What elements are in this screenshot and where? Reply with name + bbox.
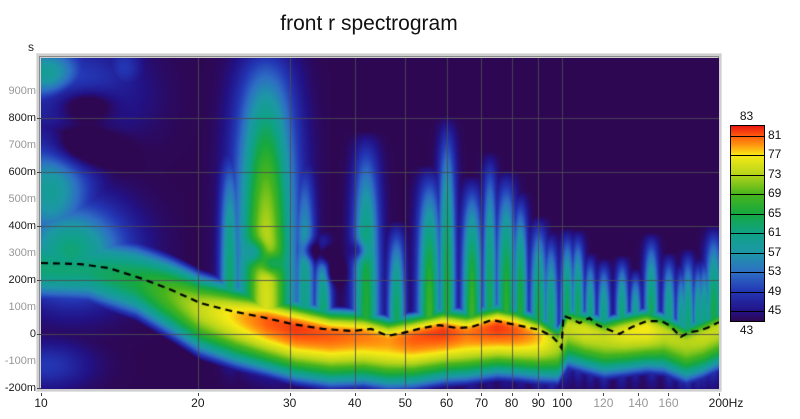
y-tick-label: 300m: [8, 247, 36, 259]
y-tick-label: -200m: [4, 382, 36, 394]
x-tick-mark: [719, 393, 720, 396]
x-tick-label: 10: [34, 396, 48, 410]
legend-divider: [731, 155, 764, 156]
legend-divider: [731, 272, 764, 273]
x-tick-mark: [481, 393, 482, 396]
y-tick-label: 900m: [8, 85, 36, 97]
y-tick-mark: [37, 280, 41, 281]
x-tick-mark: [41, 393, 42, 396]
x-tick-label: 140: [628, 396, 649, 410]
y-tick-mark: [37, 172, 41, 173]
y-tick-label: -100m: [4, 355, 36, 367]
y-tick-mark: [37, 118, 41, 119]
y-tick-label: 100m: [8, 301, 36, 313]
x-tick-mark: [198, 393, 199, 396]
y-tick-mark: [37, 334, 41, 335]
legend-tick-label: 49: [768, 283, 782, 298]
legend-tick-label: 61: [768, 225, 782, 240]
y-tick-mark: [37, 388, 41, 389]
y-axis-unit-label: s: [28, 40, 34, 54]
x-tick-label: 60: [439, 396, 454, 410]
legend-min-label: 43: [739, 323, 754, 337]
x-tick-mark: [538, 393, 539, 396]
x-tick-label: 50: [398, 396, 412, 410]
legend-divider: [731, 136, 764, 137]
legend-divider: [731, 214, 764, 215]
x-tick-mark: [355, 393, 356, 396]
x-tick-mark: [512, 393, 513, 396]
legend-divider: [731, 311, 764, 312]
x-tick-label: 20: [191, 396, 205, 410]
legend-divider: [731, 175, 764, 176]
legend-max-label: 83: [739, 109, 754, 123]
chart-title: front r spectrogram: [280, 12, 458, 35]
x-tick-label: 160: [658, 396, 679, 410]
y-tick-label: 400m: [8, 220, 36, 232]
legend-tick-label: 45: [768, 303, 782, 318]
legend-tick-label: 65: [768, 205, 782, 220]
legend-tick-label: 57: [768, 244, 782, 259]
legend-tick-label: 53: [768, 264, 782, 279]
x-tick-label: 30: [282, 396, 297, 410]
x-tick-label: 100: [552, 396, 573, 410]
x-tick-mark: [638, 393, 639, 396]
x-tick-label: 80: [504, 396, 519, 410]
x-tick-label: 40: [348, 396, 362, 410]
spectrogram-plot-area[interactable]: [41, 58, 719, 389]
color-scale-legend: [730, 125, 765, 322]
x-tick-label: 70: [474, 396, 489, 410]
x-tick-mark: [447, 393, 448, 396]
legend-divider: [731, 233, 764, 234]
x-tick-label: 90: [531, 396, 545, 410]
legend-tick-label: 81: [768, 127, 782, 142]
y-tick-label: 500m: [8, 193, 36, 205]
legend-tick-label: 77: [768, 147, 782, 162]
x-tick-mark: [562, 393, 563, 396]
x-tick-mark: [668, 393, 669, 396]
y-tick-label: 200m: [8, 274, 36, 286]
y-tick-label: 800m: [8, 112, 36, 124]
legend-divider: [731, 253, 764, 254]
legend-tick-label: 73: [768, 166, 782, 181]
y-tick-label: 0: [29, 328, 36, 340]
y-tick-label: 600m: [8, 166, 36, 178]
x-tick-mark: [405, 393, 406, 396]
legend-divider: [731, 292, 764, 293]
legend-divider: [731, 194, 764, 195]
y-tick-mark: [37, 226, 41, 227]
y-tick-label: 700m: [8, 139, 36, 151]
x-tick-mark: [603, 393, 604, 396]
x-tick-mark: [290, 393, 291, 396]
legend-tick-label: 69: [768, 186, 782, 201]
x-tick-label: 120: [593, 396, 614, 410]
x-tick-label: 200Hz: [708, 396, 744, 410]
